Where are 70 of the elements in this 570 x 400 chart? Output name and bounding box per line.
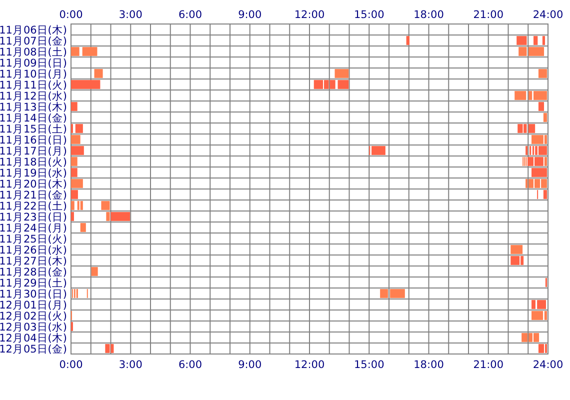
y-tick-label: 11月26日(水)	[0, 244, 67, 256]
x-tick-label: 6:00	[178, 359, 202, 371]
bar	[80, 223, 86, 232]
x2-tick-label: 21:00	[473, 9, 504, 21]
bar	[94, 69, 103, 78]
y-tick-label: 12月05日(金)	[0, 344, 67, 356]
y-tick-label: 11月14日(金)	[0, 112, 67, 124]
x2-tick-label: 6:00	[178, 9, 202, 21]
bar	[514, 91, 526, 100]
y-tick-label: 11月08日(土)	[0, 46, 67, 58]
x2-tick-label: 9:00	[238, 9, 262, 21]
x2-tick-label: 12:00	[294, 9, 325, 21]
y-tick-label: 11月28日(金)	[0, 266, 67, 278]
x-tick-label: 9:00	[238, 359, 262, 371]
bar	[71, 201, 74, 210]
y-tick-label: 11月25日(火)	[0, 232, 67, 246]
y-tick-label: 11月30日(日)	[0, 288, 67, 300]
y-tick-label: 11月10日(月)	[0, 68, 67, 80]
bar	[532, 311, 544, 320]
bar	[71, 179, 83, 188]
y-tick-label: 11月06日(木)	[0, 24, 67, 36]
bar	[106, 212, 110, 221]
bar	[82, 47, 98, 56]
bar	[518, 47, 527, 56]
bar	[538, 69, 548, 78]
x-tick-label: 21:00	[473, 359, 504, 371]
bar	[532, 135, 544, 144]
x-tick-label: 12:00	[294, 359, 325, 371]
bar	[338, 80, 349, 89]
y-tick-label: 11月17日(月)	[0, 146, 67, 158]
y-tick-label: 11月13日(木)	[0, 100, 67, 114]
x2-tick-label: 24:00	[532, 9, 564, 21]
y-tick-label: 11月19日(水)	[0, 166, 67, 180]
x-tick-label: 15:00	[354, 359, 384, 371]
bar	[528, 124, 536, 133]
x2-tick-label: 3:00	[118, 9, 142, 21]
bar	[71, 135, 80, 144]
y-tick-label: 12月03日(水)	[0, 320, 67, 334]
bar	[71, 47, 80, 56]
bar	[91, 267, 98, 276]
y-tick-label: 11月09日(日)	[0, 58, 67, 70]
x2-tick-label: 15:00	[354, 9, 384, 21]
y-tick-label: 11月12日(水)	[0, 90, 67, 102]
bar	[80, 201, 83, 210]
x-tick-label: 18:00	[414, 359, 444, 371]
x2-tick-label: 18:00	[414, 9, 444, 21]
y-tick-label: 11月29日(土)	[0, 276, 67, 290]
y-tick-label: 11月27日(木)	[0, 254, 67, 268]
y-tick-label: 11月11日(火)	[0, 78, 67, 92]
x2-tick-label: 0:00	[59, 9, 83, 21]
y-tick-label: 11月07日(金)	[0, 36, 67, 48]
y-tick-label: 11月24日(月)	[0, 222, 67, 234]
bar	[334, 69, 349, 78]
y-tick-label: 12月01日(月)	[0, 300, 67, 312]
y-tick-label: 12月04日(木)	[0, 332, 67, 344]
bar	[538, 146, 548, 155]
x-tick-label: 24:00	[532, 359, 564, 371]
y-tick-label: 11月23日(日)	[0, 212, 67, 224]
x-tick-label: 3:00	[118, 359, 142, 371]
y-tick-label: 11月22日(土)	[0, 200, 67, 212]
bar	[71, 157, 78, 166]
y-tick-label: 11月18日(火)	[0, 156, 67, 168]
y-tick-label: 11月15日(土)	[0, 122, 67, 136]
bar	[543, 113, 548, 122]
y-tick-label: 12月02日(火)	[0, 310, 67, 322]
x-tick-label: 0:00	[59, 359, 83, 371]
y-tick-label: 11月16日(日)	[0, 134, 67, 146]
y-tick-label: 11月21日(金)	[0, 190, 67, 202]
bar	[510, 245, 523, 254]
y-tick-label: 11月20日(木)	[0, 178, 67, 190]
